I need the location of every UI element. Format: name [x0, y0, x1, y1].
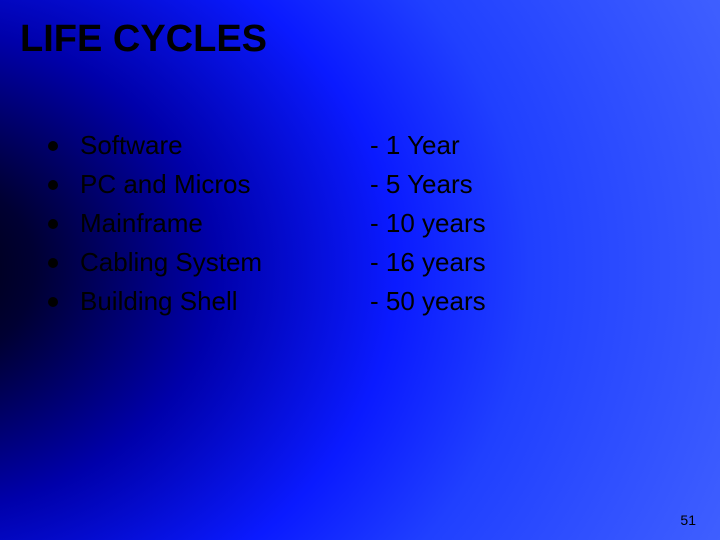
item-value: - 1 Year [370, 130, 460, 161]
item-label: PC and Micros [80, 169, 370, 200]
list-item: Cabling System - 16 years [48, 247, 486, 278]
page-number: 51 [680, 512, 696, 528]
bullet-list: Software - 1 Year PC and Micros - 5 Year… [48, 130, 486, 325]
slide: LIFE CYCLES Software - 1 Year PC and Mic… [0, 0, 720, 540]
bullet-icon [48, 219, 58, 229]
item-label: Cabling System [80, 247, 370, 278]
item-label: Building Shell [80, 286, 370, 317]
list-item: Mainframe - 10 years [48, 208, 486, 239]
item-value: - 5 Years [370, 169, 473, 200]
slide-title: LIFE CYCLES [20, 18, 267, 61]
item-label: Software [80, 130, 370, 161]
bullet-icon [48, 180, 58, 190]
item-value: - 50 years [370, 286, 486, 317]
bullet-icon [48, 297, 58, 307]
item-value: - 10 years [370, 208, 486, 239]
bullet-icon [48, 258, 58, 268]
item-label: Mainframe [80, 208, 370, 239]
list-item: Software - 1 Year [48, 130, 486, 161]
bullet-icon [48, 141, 58, 151]
list-item: Building Shell - 50 years [48, 286, 486, 317]
item-value: - 16 years [370, 247, 486, 278]
list-item: PC and Micros - 5 Years [48, 169, 486, 200]
